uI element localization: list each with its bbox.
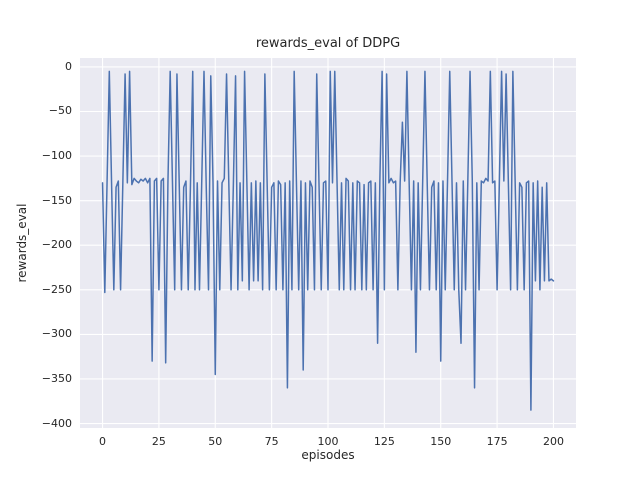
x-axis-label: episodes [301,448,355,462]
x-tick-label: 25 [151,435,166,448]
x-tick-label: 125 [373,435,395,448]
line-plot [80,58,576,428]
y-tick-label: −300 [41,327,72,341]
x-tick-label: 200 [542,435,564,448]
x-tick-label: 50 [208,435,223,448]
y-tick-label: −100 [41,149,72,163]
y-tick-label: 0 [65,59,72,73]
chart-title: rewards_eval of DDPG [255,36,401,51]
y-tick-label: −50 [48,104,72,118]
y-tick-label: −200 [41,238,72,252]
x-tick-label: 100 [317,435,339,448]
x-tick-label: 175 [486,435,508,448]
plot-area [80,58,576,428]
y-tick-label: −150 [41,193,72,207]
data-series-line [101,70,555,411]
y-tick-label: −250 [41,282,72,296]
x-tick-label: 0 [99,435,107,448]
y-tick-label: −400 [41,416,72,430]
y-axis-label: rewards_eval [15,203,29,283]
x-tick-label: 75 [264,435,279,448]
x-tick-label: 150 [430,435,452,448]
y-tick-label: −350 [41,371,72,385]
